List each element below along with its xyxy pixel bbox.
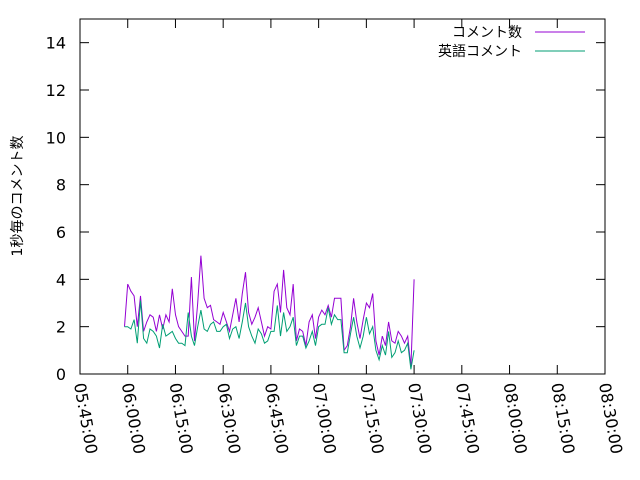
plot-frame xyxy=(79,18,606,375)
series-group xyxy=(124,255,415,370)
y-axis-ticks: 0 2 4 6 8 10 12 14 xyxy=(46,34,605,384)
x-tick-label: 06:15:00 xyxy=(166,381,197,455)
x-tick-label: 08:15:00 xyxy=(547,381,578,455)
legend-label-2: 英語コメント xyxy=(438,43,522,60)
x-tick-label: 07:00:00 xyxy=(309,381,340,455)
x-tick-label: 07:45:00 xyxy=(452,381,483,455)
x-axis-ticks: 05:45:00 06:00:00 06:15:00 06:30:00 06:45:00… xyxy=(70,19,626,455)
y-tick-label: 8 xyxy=(56,176,66,195)
y-tick-label: 4 xyxy=(56,270,66,289)
x-tick-label: 08:00:00 xyxy=(500,381,531,455)
y-tick-label: 14 xyxy=(46,34,66,53)
series-line-1 xyxy=(124,255,415,367)
x-tick-label: 07:15:00 xyxy=(356,381,387,455)
x-tick-label: 06:30:00 xyxy=(213,381,244,455)
y-tick-label: 6 xyxy=(56,223,66,242)
x-tick-label: 06:00:00 xyxy=(118,381,149,455)
y-tick-label: 2 xyxy=(56,318,66,337)
x-tick-label: 08:30:00 xyxy=(595,381,626,455)
series-line-2 xyxy=(124,300,415,370)
x-tick-label: 06:45:00 xyxy=(261,381,292,455)
y-tick-label: 12 xyxy=(46,81,66,100)
legend-label-1: コメント数 xyxy=(452,25,522,41)
y-tick-label: 10 xyxy=(46,128,66,147)
y-tick-label: 0 xyxy=(56,365,66,384)
y-axis-title: 1秒毎のコメント数 xyxy=(10,136,26,257)
x-tick-label: 07:30:00 xyxy=(404,381,435,455)
x-tick-label: 05:45:00 xyxy=(70,381,101,455)
